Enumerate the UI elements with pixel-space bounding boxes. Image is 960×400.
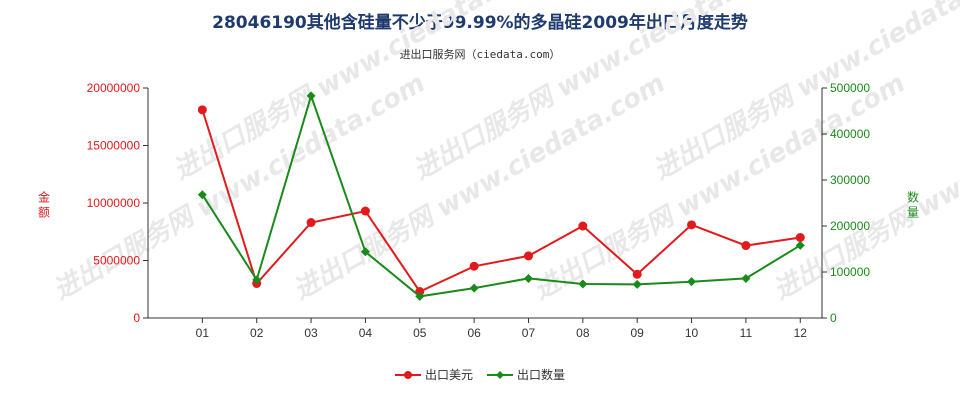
left-tick-label: 10000000 (87, 196, 141, 210)
legend-label: 出口数量 (517, 367, 565, 382)
axes-layer: 0 5000000 10000000 15000000 20000000 0 100000 2… (38, 81, 919, 340)
x-tick-label: 03 (304, 326, 318, 340)
watermark-text: 进出口服务网 www.ciedata.com (289, 68, 671, 306)
left-tick-label: 5000000 (93, 254, 140, 268)
point-export-qty (795, 240, 805, 250)
point-export-qty (306, 91, 316, 101)
x-tick-label: 05 (413, 326, 427, 340)
legend-marker (404, 371, 412, 379)
x-tick-label: 09 (631, 326, 645, 340)
x-tick-label: 10 (685, 326, 699, 340)
axis-title-char: 金 (38, 190, 50, 205)
point-export-usd (523, 251, 533, 261)
right-tick-label: 300000 (830, 173, 870, 187)
point-export-usd (360, 206, 370, 216)
point-export-usd (741, 241, 751, 251)
point-export-qty (469, 283, 479, 293)
point-export-usd (632, 269, 642, 279)
axis-title-char: 额 (38, 206, 50, 220)
watermark-text: 进出口服务网 www.ciedata.com (169, 0, 551, 186)
point-export-usd (306, 218, 316, 228)
x-tick-label: 07 (522, 326, 536, 340)
point-export-qty (687, 277, 697, 287)
point-export-qty (578, 279, 588, 289)
point-export-qty (523, 273, 533, 283)
point-export-qty (360, 247, 370, 257)
point-export-qty (632, 279, 642, 289)
left-tick-label: 20000000 (87, 81, 141, 95)
series-line-export-usd (201, 109, 801, 293)
y-right-title: 数量 (907, 190, 919, 220)
point-export-usd (578, 221, 588, 231)
point-export-qty (741, 273, 751, 283)
x-tick-label: 02 (250, 326, 264, 340)
point-export-usd (197, 105, 207, 115)
x-tick-label: 11 (740, 326, 753, 340)
right-tick-label: 100000 (830, 265, 870, 279)
chart-title: 28046190其他含硅量不少于99.99%的多晶硅2009年出口月度走势 (212, 13, 748, 33)
chart-subtitle: 进出口服务网（ciedata.com） (399, 48, 561, 61)
series-layer (197, 91, 805, 301)
axis-title-char: 数 (907, 190, 919, 205)
x-tick-label: 08 (576, 326, 590, 340)
watermark-text: 进出口服务网 www.ciedata.com (409, 0, 791, 186)
x-tick-label: 06 (467, 326, 481, 340)
left-tick-label: 0 (133, 311, 140, 325)
legend-label: 出口美元 (425, 368, 473, 382)
x-tick-label: 01 (196, 326, 210, 340)
right-tick-label: 500000 (830, 81, 870, 95)
right-tick-label: 200000 (830, 219, 870, 233)
right-tick-label: 0 (830, 311, 837, 325)
point-export-qty (415, 291, 425, 301)
point-export-qty (252, 275, 262, 285)
point-export-usd (795, 233, 805, 242)
axis-title-char: 量 (907, 206, 919, 220)
legend-marker (496, 371, 504, 379)
left-tick-label: 15000000 (87, 139, 141, 153)
point-export-usd (469, 261, 479, 271)
point-export-qty (197, 190, 207, 200)
series-line-export-qty (201, 92, 801, 298)
legend: 出口美元 出口数量 (395, 367, 565, 382)
y-left-title: 金额 (38, 190, 50, 220)
x-tick-label: 12 (794, 326, 808, 340)
right-tick-label: 400000 (830, 127, 870, 141)
point-export-usd (687, 220, 697, 230)
x-tick-label: 04 (359, 326, 373, 340)
watermark-text: 进出口服务网 www.ciedata.com (49, 68, 431, 306)
